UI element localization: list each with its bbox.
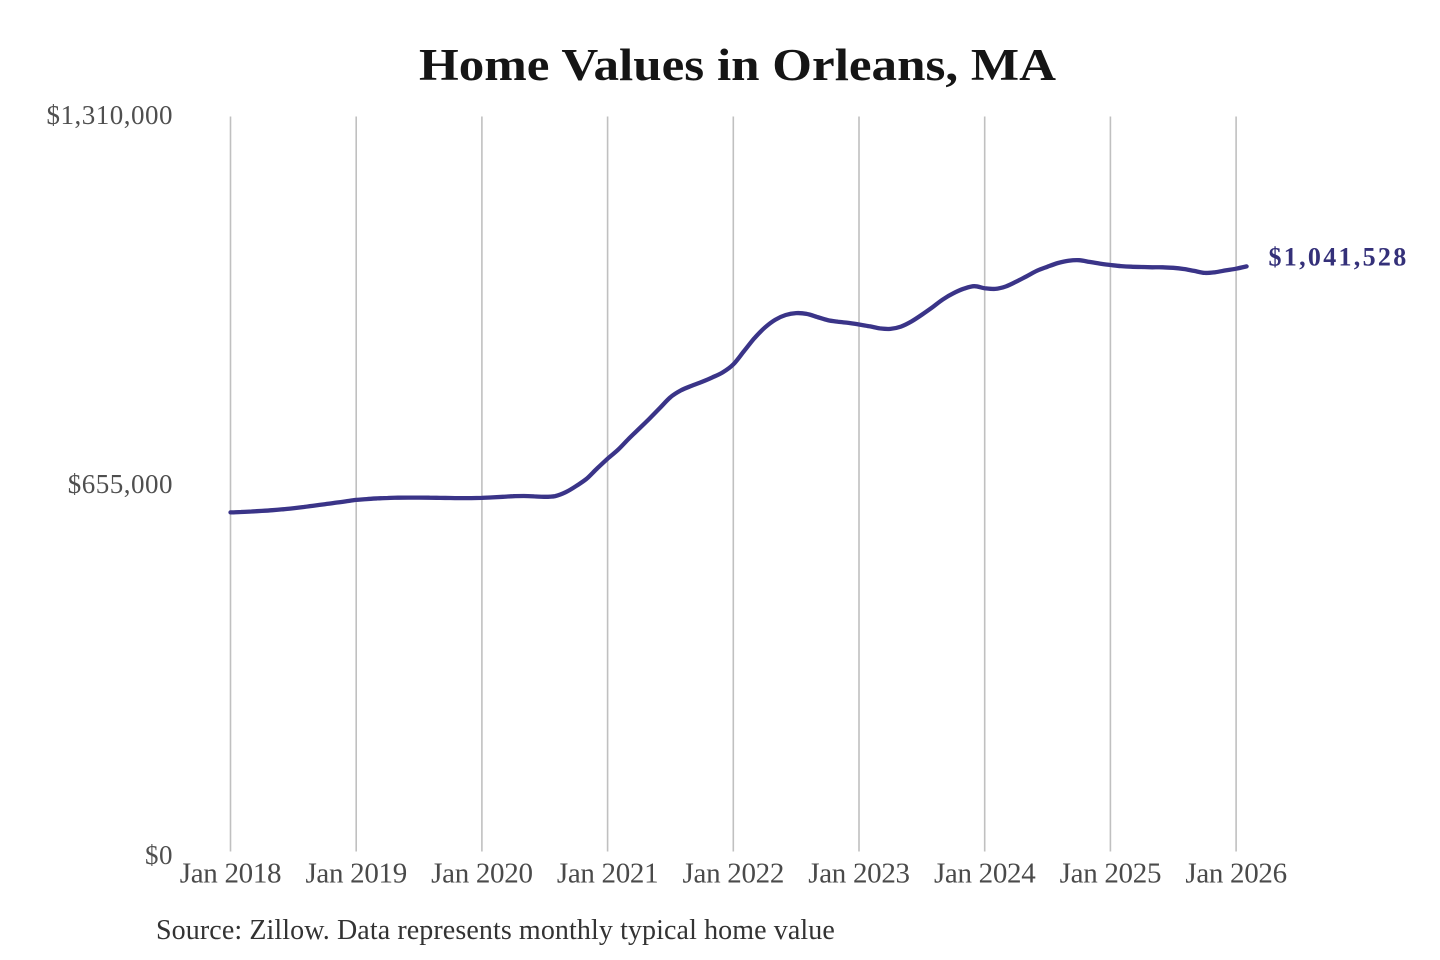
svg-text:Home Values in Orleans, MA: Home Values in Orleans, MA: [419, 40, 1057, 90]
svg-text:Jan 2019: Jan 2019: [305, 857, 407, 889]
svg-text:$1,310,000: $1,310,000: [47, 100, 174, 130]
svg-text:Jan 2020: Jan 2020: [431, 857, 533, 889]
svg-text:$1,041,528: $1,041,528: [1269, 243, 1409, 272]
svg-text:Jan 2023: Jan 2023: [808, 857, 910, 889]
svg-text:Jan 2021: Jan 2021: [557, 857, 659, 889]
svg-text:Jan 2026: Jan 2026: [1185, 857, 1287, 889]
svg-text:Jan 2025: Jan 2025: [1060, 857, 1162, 889]
svg-text:Jan 2018: Jan 2018: [180, 857, 282, 889]
svg-text:Jan 2022: Jan 2022: [683, 857, 785, 889]
svg-text:Source: Zillow. Data represent: Source: Zillow. Data represents monthly …: [156, 915, 835, 946]
svg-text:Jan 2024: Jan 2024: [934, 857, 1036, 889]
svg-text:$655,000: $655,000: [68, 469, 173, 499]
svg-text:$0: $0: [145, 840, 173, 870]
